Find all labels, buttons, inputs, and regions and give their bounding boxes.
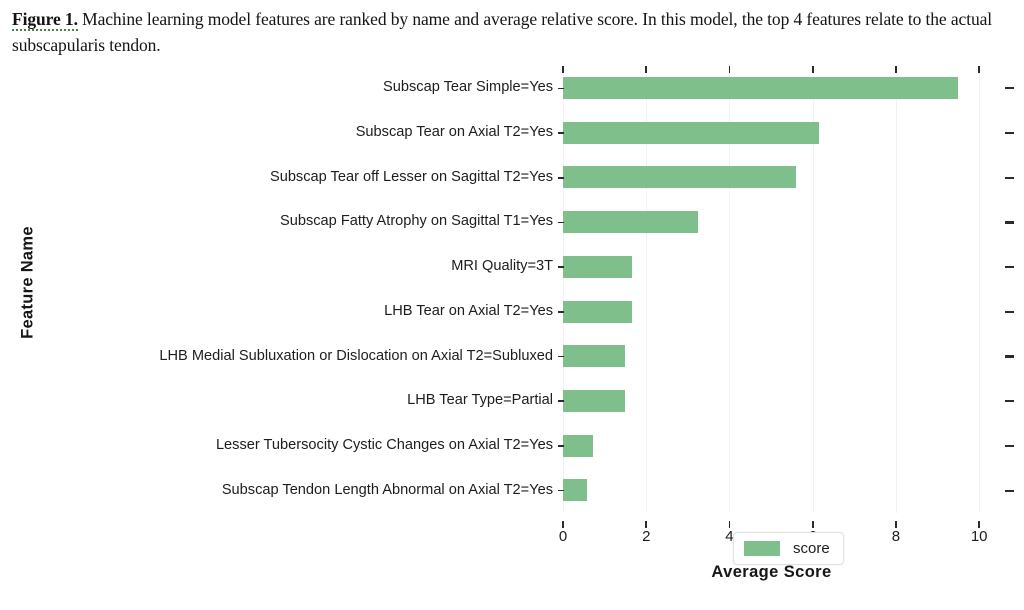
figure-number-label: Figure 1. <box>12 9 78 31</box>
bar <box>563 389 626 412</box>
y-axis-tick-right <box>1005 355 1014 358</box>
x-axis-tick-top <box>645 66 648 73</box>
x-axis-tick-label: 2 <box>642 528 651 545</box>
bar-row <box>563 290 1000 335</box>
gridline <box>729 66 731 513</box>
gridline <box>979 66 981 513</box>
y-axis-title: Feature Name <box>18 226 37 339</box>
bar-row <box>563 111 1000 156</box>
y-axis-tick-right <box>1005 266 1014 269</box>
x-axis-tick-top <box>562 66 564 73</box>
y-axis-tick-right <box>1005 87 1014 90</box>
y-axis-tick-label: LHB Tear on Axial T2=Yes <box>384 302 553 319</box>
x-axis-tick-label: 10 <box>970 528 988 545</box>
y-axis-tick <box>558 221 564 224</box>
y-axis-tick <box>558 489 564 492</box>
x-axis-tick <box>562 521 564 528</box>
y-axis-tick-label: Lesser Tubersocity Cystic Changes on Axi… <box>215 436 553 453</box>
gridline <box>646 66 648 513</box>
y-axis-tick-label: Subscap Tendon Length Abnormal on Axial … <box>221 481 553 498</box>
x-axis-tick-top <box>728 66 731 73</box>
bar <box>563 479 588 502</box>
legend-label-score: score <box>793 540 830 557</box>
y-axis-tick-label: Subscap Tear off Lesser on Sagittal T2=Y… <box>269 168 553 185</box>
bar-row <box>563 424 1000 469</box>
y-axis-tick-right <box>1005 489 1014 492</box>
y-axis-tick-label: Subscap Tear Simple=Yes <box>383 79 553 96</box>
y-axis-tick-label: Subscap Tear on Axial T2=Yes <box>355 124 553 141</box>
y-axis-tick <box>558 87 564 90</box>
x-axis-tick-label: 8 <box>891 528 901 545</box>
x-axis-tick <box>645 521 648 528</box>
x-axis-tick <box>895 521 897 528</box>
y-axis-tick <box>558 311 564 313</box>
y-axis-tick <box>558 176 564 179</box>
y-axis-tick-right <box>1005 221 1014 224</box>
bar-row <box>563 200 1000 245</box>
bar <box>563 434 593 457</box>
y-axis-tick-label: LHB Medial Subluxation or Dislocation on… <box>159 347 553 364</box>
legend-swatch-score <box>744 541 780 556</box>
y-axis-tick-right <box>1005 444 1014 448</box>
y-axis-tick-right <box>1005 400 1014 403</box>
y-axis-tick <box>558 266 564 268</box>
bar-row <box>563 468 1000 513</box>
bar <box>563 211 699 234</box>
bar <box>563 166 797 189</box>
bar <box>563 77 959 99</box>
gridline <box>812 66 814 513</box>
bar <box>563 121 819 144</box>
x-axis-tick <box>811 521 814 528</box>
y-axis-tick-right <box>1005 176 1014 179</box>
x-axis-tick <box>728 521 731 528</box>
y-axis-tick-label: Subscap Fatty Atrophy on Sagittal T1=Yes <box>280 213 553 230</box>
bar-row <box>563 334 1000 379</box>
bar-row <box>563 245 1000 290</box>
bar-row <box>563 66 1000 111</box>
x-axis-tick-top <box>978 66 980 73</box>
figure-chart: Feature Name Average Score 0246810 Subsc… <box>0 58 1024 610</box>
bar-row <box>563 379 1000 424</box>
y-axis-tick <box>558 400 564 403</box>
bar <box>563 300 632 323</box>
y-axis-tick-right <box>1005 310 1014 313</box>
figure-caption-text: Machine learning model features are rank… <box>12 9 993 55</box>
chart-legend: score <box>733 532 844 565</box>
y-axis-tick-label: LHB Tear Type=Partial <box>407 392 553 409</box>
x-axis-tick <box>978 521 980 528</box>
x-axis-tick-label: 0 <box>558 528 568 545</box>
gridline <box>895 66 897 513</box>
plot-area: 0246810 <box>558 66 1014 545</box>
x-axis-title: Average Score <box>711 563 832 581</box>
y-axis-tick <box>558 445 564 447</box>
bar-row <box>563 155 1000 200</box>
x-axis-tick-top <box>895 66 897 73</box>
y-axis-tick-right <box>1005 131 1014 135</box>
y-axis-tick-label: MRI Quality=3T <box>451 258 553 275</box>
y-axis-tick <box>558 132 564 134</box>
bar <box>563 255 632 278</box>
figure-caption: Figure 1. Machine learning model feature… <box>12 6 1012 58</box>
y-axis-tick <box>558 355 564 358</box>
x-axis-tick-top <box>811 66 814 73</box>
gridline <box>563 66 564 513</box>
bar <box>563 345 626 368</box>
x-axis-tick-label: 4 <box>725 528 734 545</box>
